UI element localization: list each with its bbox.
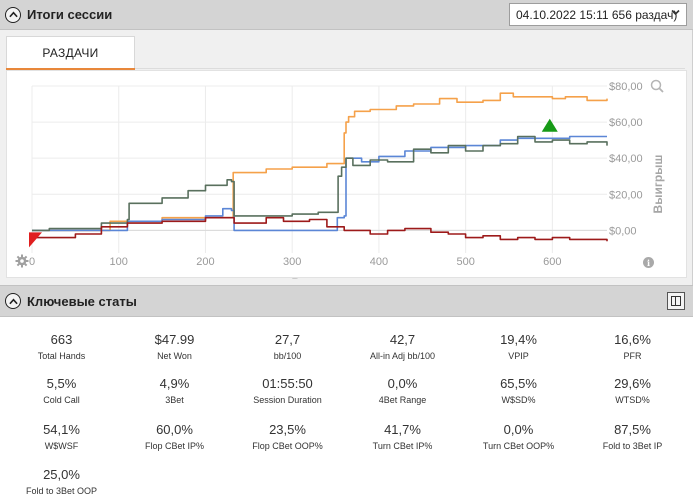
stat-item: 60,0% Flop CBet IP%	[117, 422, 232, 452]
session-select[interactable]: 04.10.2022 15:11 656 раздач)	[509, 3, 687, 26]
stat-item: 19,4% VPIP	[461, 332, 576, 362]
stat-item: 0,0% Turn CBet OOP%	[461, 422, 576, 452]
stat-value: 0,0%	[503, 422, 534, 437]
stat-value: 29,6%	[614, 376, 651, 391]
stat-value: 19,4%	[500, 332, 537, 347]
stat-label: Turn CBet IP%	[372, 441, 433, 451]
y-tick-label: $80,00	[609, 81, 643, 93]
stat-label: bb/100	[273, 351, 302, 361]
stat-value: 42,7	[389, 332, 416, 347]
x-axis-title: Раздачи	[292, 276, 341, 279]
x-tick-label: 200	[196, 256, 214, 268]
session-summary-title: Итоги сессии	[27, 7, 113, 22]
chevron-down-icon	[671, 7, 680, 19]
stat-item: 16,6% PFR	[575, 332, 690, 362]
session-summary-header: Итоги сессии 04.10.2022 15:11 656 раздач…	[0, 0, 693, 30]
stat-item: 4,9% 3Bet	[117, 376, 232, 406]
stat-label: Turn CBet OOP%	[482, 441, 555, 451]
key-stats-grid: 663 Total Hands $47.99 Net Won 27,7 bb/100 42,…	[0, 318, 693, 502]
stat-label: WTSD%	[615, 395, 650, 405]
stat-label: Fold to 3Bet OOP	[25, 486, 98, 496]
stat-label: Net Won	[157, 351, 192, 361]
x-tick-label: 500	[456, 256, 474, 268]
stat-item: $47.99 Net Won	[117, 332, 232, 362]
gear-icon[interactable]	[15, 254, 29, 268]
stat-label: Session Duration	[253, 395, 322, 405]
stat-label: PFR	[623, 351, 642, 361]
stat-label: All-in Adj bb/100	[369, 351, 436, 361]
stat-item: 27,7 bb/100	[230, 332, 345, 362]
y-tick-label: $60,00	[609, 117, 643, 129]
collapse-icon[interactable]	[5, 6, 21, 23]
y-tick-label: $20,00	[609, 189, 643, 201]
stat-label: 4Bet Range	[378, 395, 427, 405]
stat-item: 42,7 All-in Adj bb/100	[345, 332, 460, 362]
key-stats-title: Ключевые статы	[27, 293, 137, 309]
series-line-dark-red	[32, 216, 608, 242]
stat-label: W$WSF	[44, 441, 79, 451]
chart-canvas: $0,00 $20,00 $40,00 $60,00 $80,00 0 100 200 300 4…	[29, 81, 665, 279]
stat-label: Cold Call	[43, 395, 80, 405]
layout-toggle-icon[interactable]	[667, 292, 685, 310]
collapse-icon[interactable]	[5, 293, 21, 309]
stat-value: 0,0%	[387, 376, 418, 391]
min-marker	[29, 232, 42, 248]
stat-value: 5,5%	[46, 376, 77, 391]
stat-value: 60,0%	[156, 422, 193, 437]
key-stats-header: Ключевые статы	[0, 285, 693, 317]
stat-label: Flop CBet OOP%	[252, 441, 323, 451]
session-panel: РАЗДАЧИ $0,00 $20,00 $40,00 $60,00 $80,00 0 10…	[0, 30, 693, 285]
stat-item: 29,6% WTSD%	[575, 376, 690, 406]
tab-hands-label: РАЗДАЧИ	[42, 46, 99, 60]
zoom-icon[interactable]	[650, 79, 664, 93]
stat-label: Fold to 3Bet IP	[602, 441, 663, 451]
stat-value: 23,5%	[269, 422, 306, 437]
x-tick-label: 100	[110, 256, 128, 268]
stat-value: 27,7	[274, 332, 301, 347]
stat-value: 54,1%	[43, 422, 80, 437]
stat-value: 663	[50, 332, 73, 347]
series-line-gray-green	[32, 135, 608, 232]
x-tick-label: 600	[543, 256, 561, 268]
stat-item: 65,5% W$SD%	[461, 376, 576, 406]
stat-label: VPIP	[508, 351, 529, 361]
y-axis-title: Выигрыш	[651, 155, 665, 214]
stat-item: 23,5% Flop CBet OOP%	[230, 422, 345, 452]
x-tick-label: 300	[283, 256, 301, 268]
stat-item: 663 Total Hands	[4, 332, 119, 362]
stat-item: 54,1% W$WSF	[4, 422, 119, 452]
stat-item: 25,0% Fold to 3Bet OOP	[4, 467, 119, 497]
stat-item: 41,7% Turn CBet IP%	[345, 422, 460, 452]
stat-value: 65,5%	[500, 376, 537, 391]
stat-label: 3Bet	[165, 395, 184, 405]
stat-value: 01:55:50	[262, 376, 313, 391]
stat-label: Flop CBet IP%	[144, 441, 205, 451]
stat-value: 4,9%	[159, 376, 190, 391]
stat-label: Total Hands	[37, 351, 86, 361]
info-icon[interactable]: i	[643, 257, 654, 268]
x-tick-label: 0	[29, 256, 35, 268]
stat-item: 87,5% Fold to 3Bet IP	[575, 422, 690, 452]
stat-value: 41,7%	[384, 422, 421, 437]
stat-item: 5,5% Cold Call	[4, 376, 119, 406]
winnings-chart: $0,00 $20,00 $40,00 $60,00 $80,00 0 100 200 300 4…	[6, 70, 687, 279]
stat-item: 01:55:50 Session Duration	[230, 376, 345, 406]
stat-item: 0,0% 4Bet Range	[345, 376, 460, 406]
stat-value: 16,6%	[614, 332, 651, 347]
stat-value: 87,5%	[614, 422, 651, 437]
stat-label: W$SD%	[501, 395, 536, 405]
max-marker	[541, 118, 558, 132]
x-tick-label: 400	[370, 256, 388, 268]
session-select-value: 04.10.2022 15:11 656 раздач)	[516, 7, 678, 22]
tab-hands[interactable]: РАЗДАЧИ	[6, 36, 135, 69]
tab-active-indicator	[6, 68, 135, 70]
y-tick-label: $40,00	[609, 153, 643, 165]
tab-divider	[135, 68, 685, 69]
y-tick-label: $0,00	[609, 225, 637, 237]
stat-value: $47.99	[154, 332, 195, 347]
stat-value: 25,0%	[43, 467, 80, 482]
